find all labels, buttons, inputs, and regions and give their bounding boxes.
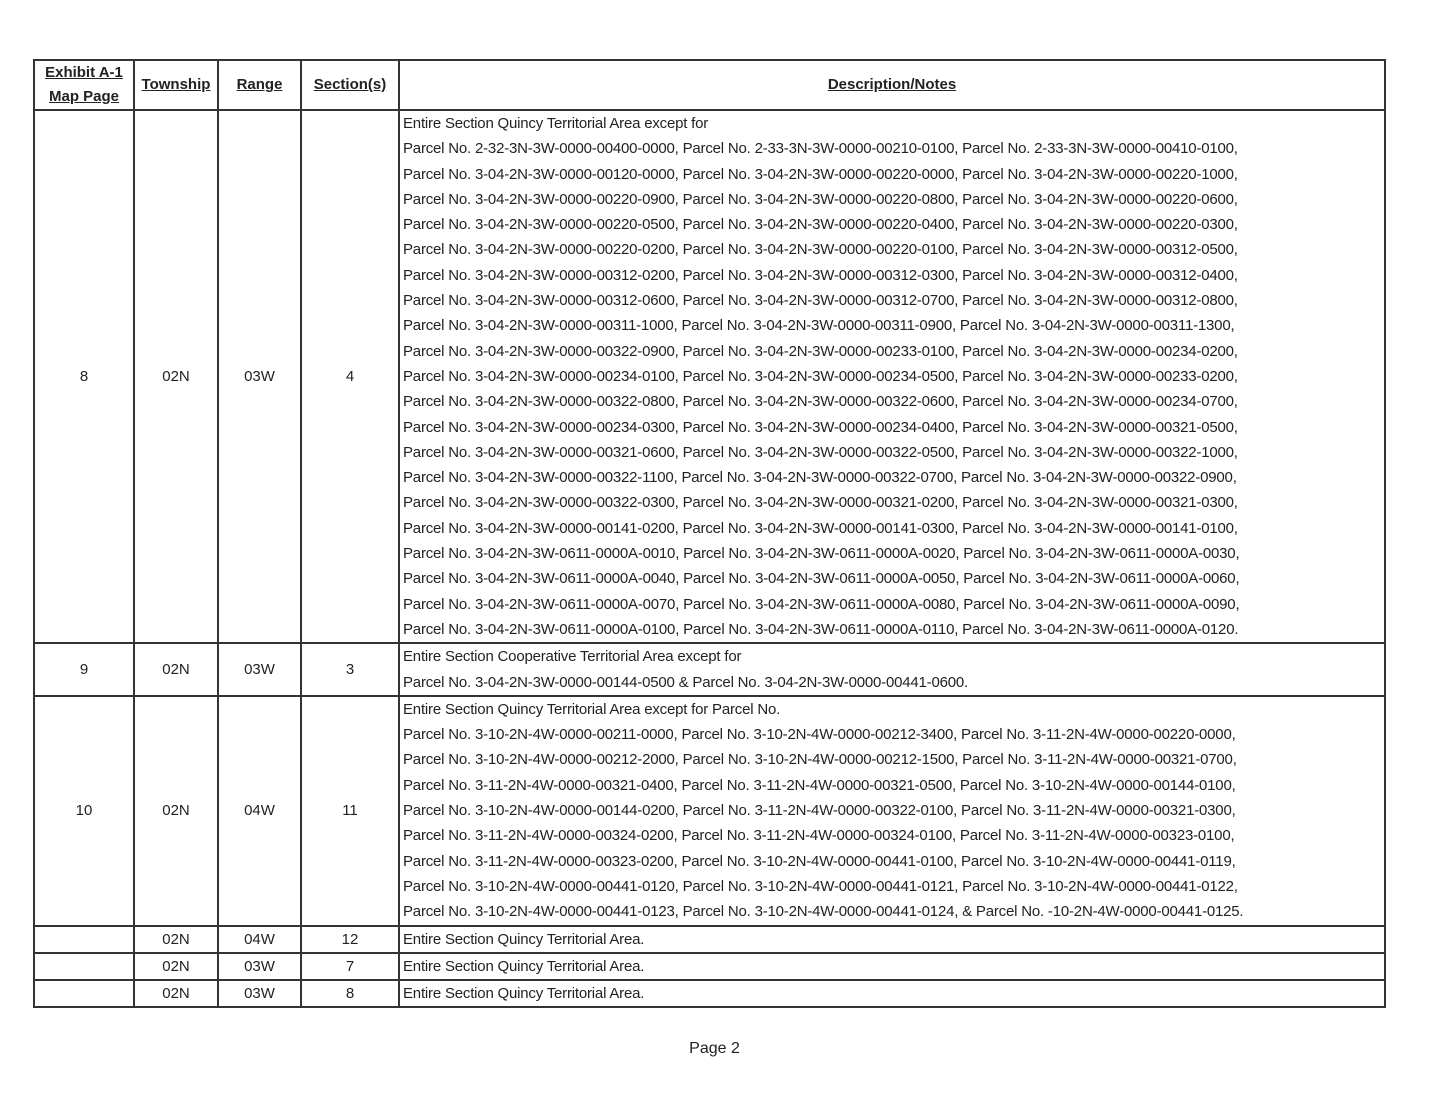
cell-range: 03W	[217, 642, 302, 697]
cell-map-page: 9	[33, 642, 135, 697]
description-line: Parcel No. 3-04-2N-3W-0000-00322-0900, P…	[403, 342, 1238, 360]
description-line: Parcel No. 3-10-2N-4W-0000-00144-0200, P…	[403, 802, 1236, 820]
cell-sections: 3	[300, 642, 400, 697]
cell-township: 02N	[133, 924, 219, 954]
description-line: Parcel No. 3-04-2N-3W-0000-00312-0600, P…	[403, 292, 1238, 310]
cell-township: 02N	[133, 951, 219, 982]
header-description: Description/Notes	[398, 59, 1386, 111]
table-row: 8 02N 03W 4 Entire Section Quincy Territoria…	[33, 108, 1386, 645]
cell-map-page: 8	[33, 108, 135, 645]
description-line: Parcel No. 3-04-2N-3W-0000-00321-0600, P…	[403, 443, 1238, 461]
cell-map-page	[33, 951, 135, 982]
cell-sections: 4	[300, 108, 400, 645]
description-line: Entire Section Quincy Territorial Area.	[403, 930, 645, 948]
description-line: Parcel No. 3-04-2N-3W-0611-0000A-0100, P…	[403, 620, 1239, 638]
description-line: Parcel No. 3-04-2N-3W-0000-00234-0100, P…	[403, 367, 1238, 385]
cell-township: 02N	[133, 694, 219, 927]
description-line: Parcel No. 3-04-2N-3W-0000-00234-0300, P…	[403, 418, 1238, 436]
table-row: 02N 03W 8 Entire Section Quincy Territorial…	[33, 979, 1386, 1009]
cell-sections: 11	[300, 694, 400, 927]
header-map-page-line2: Map Page	[48, 88, 120, 105]
cell-range: 03W	[217, 108, 302, 645]
description-line: Parcel No. 3-10-2N-4W-0000-00441-0120, P…	[403, 877, 1238, 895]
cell-description: Entire Section Quincy Territorial Area e…	[398, 108, 1386, 645]
header-map-page: Exhibit A-1 Map Page	[33, 59, 135, 111]
cell-township: 02N	[133, 979, 219, 1009]
cell-range: 04W	[217, 694, 302, 927]
cell-range: 03W	[217, 951, 302, 982]
cell-description: Entire Section Quincy Territorial Area.	[398, 951, 1386, 982]
cell-township: 02N	[133, 108, 219, 645]
description-line: Parcel No. 3-04-2N-3W-0000-00144-0500 & …	[403, 673, 968, 691]
cell-sections: 7	[300, 951, 400, 982]
description-line: Parcel No. 3-04-2N-3W-0611-0000A-0010, P…	[403, 545, 1240, 563]
description-line: Parcel No. 3-04-2N-3W-0000-00120-0000, P…	[403, 165, 1238, 183]
description-line: Parcel No. 3-11-2N-4W-0000-00321-0400, P…	[403, 776, 1236, 794]
table-row: 10 02N 04W 11 Entire Section Quincy Territor…	[33, 694, 1386, 927]
page-number: Page 2	[689, 1040, 740, 1057]
cell-map-page	[33, 924, 135, 954]
cell-description: Entire Section Quincy Territorial Area.	[398, 979, 1386, 1009]
header-township: Township	[133, 59, 219, 111]
description-line: Entire Section Quincy Territorial Area.	[403, 957, 645, 975]
description-line: Entire Section Quincy Territorial Area.	[403, 985, 645, 1003]
header-range: Range	[217, 59, 302, 111]
description-line: Entire Section Cooperative Territorial A…	[403, 648, 742, 666]
description-line: Entire Section Quincy Territorial Area e…	[403, 115, 709, 132]
description-line: Parcel No. 3-04-2N-3W-0000-00220-0200, P…	[403, 241, 1238, 259]
table-header-row: Exhibit A-1 Map Page Township Range Sect…	[33, 59, 1386, 111]
cell-sections: 8	[300, 979, 400, 1009]
cell-sections: 12	[300, 924, 400, 954]
cell-description: Entire Section Quincy Territorial Area.	[398, 924, 1386, 954]
description-line: Parcel No. 3-10-2N-4W-0000-00211-0000, P…	[403, 726, 1236, 744]
description-line: Parcel No. 3-10-2N-4W-0000-00212-2000, P…	[403, 751, 1237, 769]
cell-range: 04W	[217, 924, 302, 954]
description-line: Parcel No. 3-04-2N-3W-0611-0000A-0070, P…	[403, 595, 1240, 613]
header-map-page-line1: Exhibit A-1	[45, 64, 123, 81]
description-line: Parcel No. 3-04-2N-3W-0000-00220-0500, P…	[403, 216, 1238, 234]
description-line: Parcel No. 3-11-2N-4W-0000-00323-0200, P…	[403, 852, 1236, 870]
description-line: Parcel No. 3-04-2N-3W-0000-00322-0800, P…	[403, 393, 1238, 411]
cell-description: Entire Section Quincy Territorial Area e…	[398, 694, 1386, 927]
description-line: Parcel No. 3-04-2N-3W-0000-00312-0200, P…	[403, 266, 1238, 284]
parcel-exhibit-table: Exhibit A-1 Map Page Township Range Sect…	[33, 59, 1386, 1009]
table-row: 02N 04W 12 Entire Section Quincy Territoria…	[33, 924, 1386, 954]
description-line: Parcel No. 3-04-2N-3W-0000-00220-0900, P…	[403, 190, 1238, 208]
description-line: Parcel No. 3-10-2N-4W-0000-00441-0123, P…	[403, 903, 1244, 921]
description-line: Parcel No. 2-32-3N-3W-0000-00400-0000, P…	[403, 140, 1238, 158]
cell-description: Entire Section Cooperative Territorial A…	[398, 642, 1386, 697]
description-line: Entire Section Quincy Territorial Area e…	[403, 700, 781, 718]
cell-map-page: 10	[33, 694, 135, 927]
description-line: Parcel No. 3-04-2N-3W-0000-00141-0200, P…	[403, 519, 1238, 537]
cell-range: 03W	[217, 979, 302, 1009]
table-body: 8 02N 03W 4 Entire Section Quincy Territoria…	[33, 108, 1386, 1009]
description-line: Parcel No. 3-11-2N-4W-0000-00324-0200, P…	[403, 827, 1235, 845]
description-line: Parcel No. 3-04-2N-3W-0000-00322-1100, P…	[403, 469, 1237, 487]
description-line: Parcel No. 3-04-2N-3W-0000-00311-1000, P…	[403, 317, 1235, 335]
description-line: Parcel No. 3-04-2N-3W-0611-0000A-0040, P…	[403, 570, 1240, 588]
table-row: 02N 03W 7 Entire Section Quincy Territorial…	[33, 951, 1386, 982]
description-line: Parcel No. 3-04-2N-3W-0000-00322-0300, P…	[403, 494, 1238, 512]
cell-township: 02N	[133, 642, 219, 697]
table-row: 9 02N 03W 3 Entire Section Cooperative Terri…	[33, 642, 1386, 697]
cell-map-page	[33, 979, 135, 1009]
header-sections: Section(s)	[300, 59, 400, 111]
